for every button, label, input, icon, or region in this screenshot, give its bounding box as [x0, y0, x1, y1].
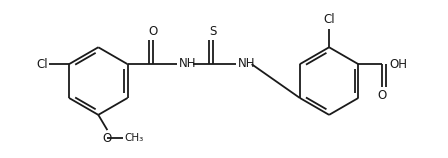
Text: S: S — [210, 25, 217, 38]
Text: O: O — [148, 25, 158, 38]
Text: NH: NH — [179, 57, 196, 70]
Text: O: O — [103, 132, 112, 145]
Text: O: O — [378, 89, 387, 102]
Text: Cl: Cl — [36, 58, 47, 71]
Text: Cl: Cl — [323, 13, 335, 26]
Text: OH: OH — [390, 58, 408, 71]
Text: NH: NH — [237, 57, 255, 70]
Text: CH₃: CH₃ — [125, 133, 144, 143]
